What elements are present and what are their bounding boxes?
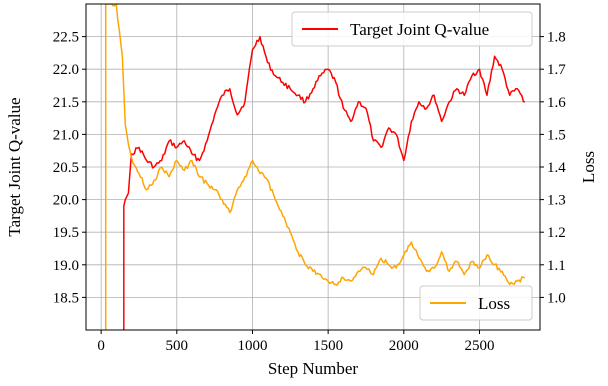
x-tick-label: 1000 [237,338,267,354]
y-left-tick-label: 20.5 [53,160,79,176]
y-right-tick-label: 1.5 [547,127,566,143]
x-tick-label: 2000 [389,338,419,354]
y-right-tick-label: 1.2 [547,225,566,241]
y-left-tick-label: 19.5 [53,225,79,241]
legend-target-joint-q-value: Target Joint Q-value [291,11,533,47]
series-layer [104,4,526,330]
y-left-tick-label: 19.0 [53,258,79,274]
y-right-tick-label: 1.3 [547,193,566,209]
legend-box [419,285,533,321]
y-right-tick-label: 1.1 [547,258,566,274]
y-left-tick-label: 18.5 [53,290,79,306]
y-axis-right-title: Loss [579,151,598,183]
y-left-tick-label: 22.0 [53,62,79,78]
legend-label-loss: Loss [478,294,510,313]
y-left-tick-label: 20.0 [53,193,79,209]
x-axis-title: Step Number [268,359,359,378]
y-right-tick-label: 1.4 [547,160,566,176]
y-right-tick-label: 1.8 [547,30,566,46]
y-left-tick-label: 21.0 [53,127,79,143]
tick-layer: 0 500 1000 1500 2000 2500 18.5 19.0 19.5 20.0 20.5… [53,30,567,354]
series-line-target-joint-q-value [123,35,525,330]
x-tick-label: 500 [166,338,189,354]
y-right-tick-label: 1.0 [547,290,566,306]
y-right-tick-label: 1.7 [547,62,566,78]
x-tick-label: 2500 [464,338,494,354]
legend-loss: Loss [419,285,533,321]
x-tick-label: 0 [97,338,105,354]
y-left-tick-label: 22.5 [53,30,79,46]
y-right-tick-label: 1.6 [547,95,566,111]
y-left-tick-label: 21.5 [53,95,79,111]
legend-box [291,11,533,47]
legend-label-target-joint-q-value: Target Joint Q-value [350,20,489,39]
y-axis-left-title: Target Joint Q-value [5,97,24,236]
x-tick-label: 1500 [313,338,343,354]
series-line-loss [104,4,526,330]
